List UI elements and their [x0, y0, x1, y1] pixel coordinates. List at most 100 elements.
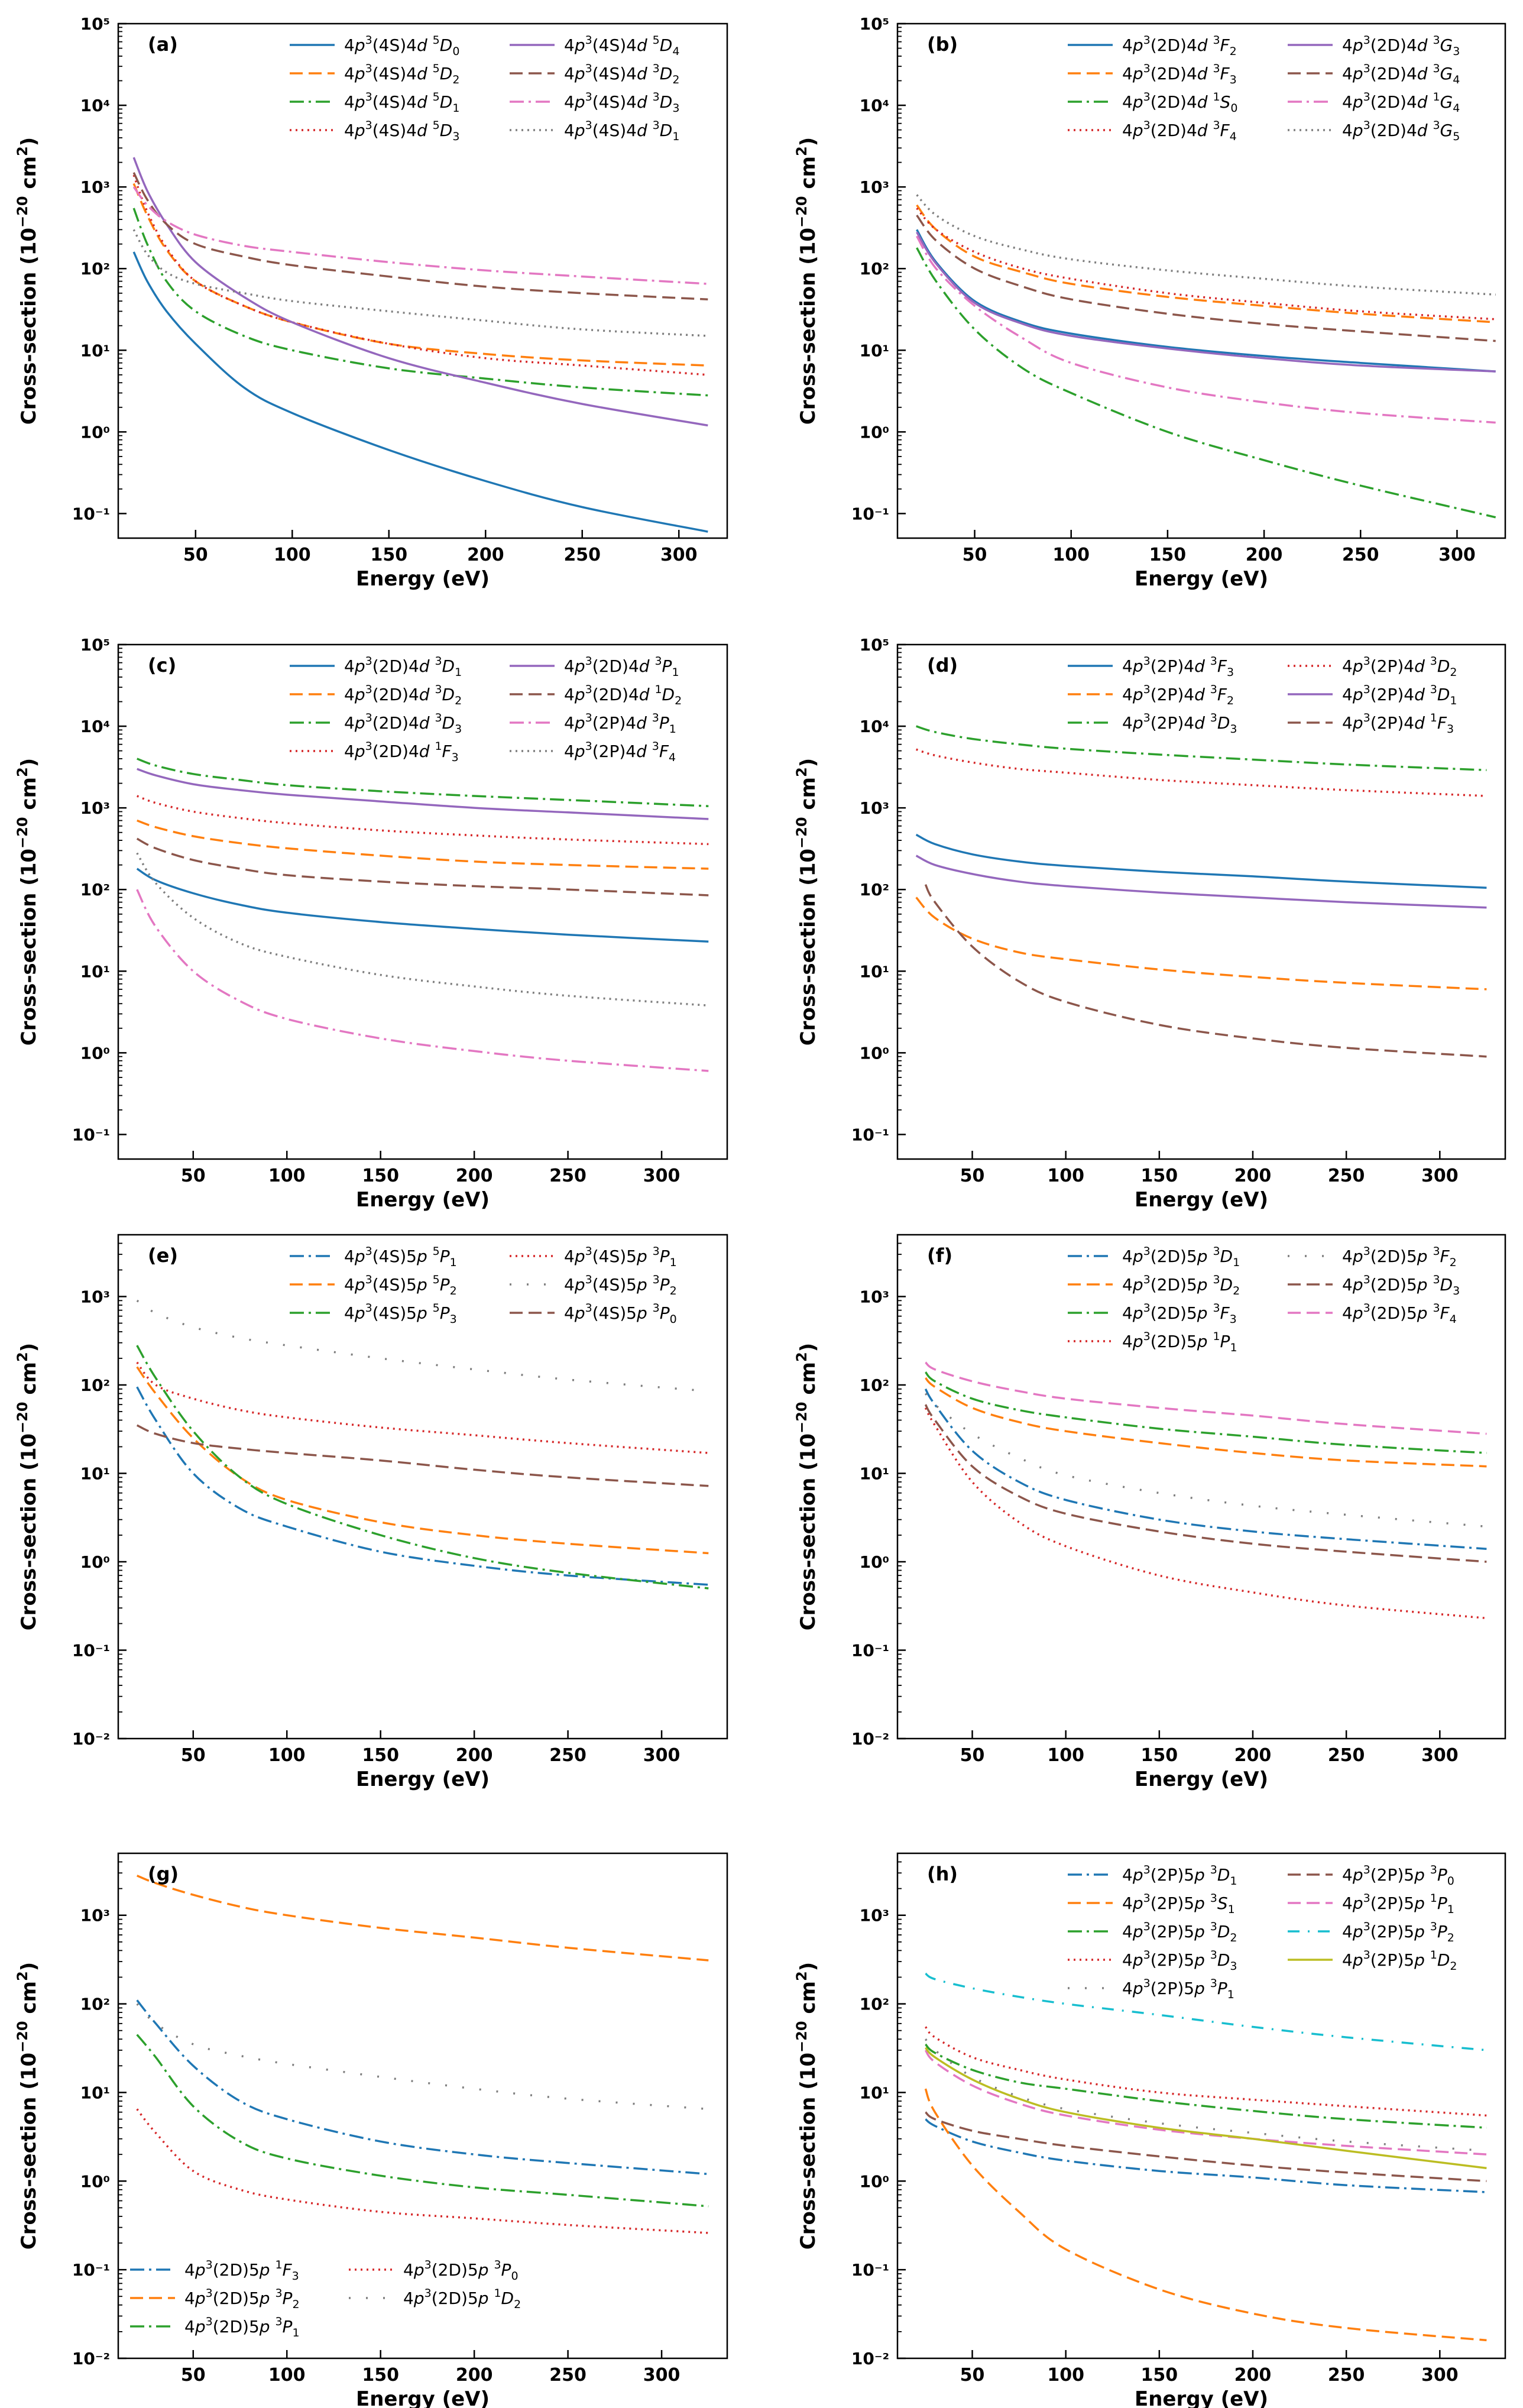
legend-label: 4p3(2D)5p 3F4	[1342, 1302, 1457, 1326]
y-tick-label: 10³	[860, 177, 889, 197]
x-tick-label: 150	[370, 545, 407, 565]
legend-item: 4p3(2D)5p 3D1	[1068, 1245, 1240, 1269]
series-line-7	[136, 889, 709, 1072]
panel-a: 50 100 150 200 250 300 10⁻¹ 10⁰ 10¹ 10² 10³ 10⁴ 10⁵ E…	[14, 14, 728, 591]
x-tick-label: 200	[1246, 545, 1283, 565]
legend-label: 4p3(2D)4d 3D3	[344, 711, 462, 736]
legend-label: 4p3(4S)4d 5D2	[344, 62, 459, 86]
x-tick-label: 200	[1234, 1745, 1272, 1766]
legend-item: 4p3(2P)4d 3D1	[1288, 683, 1457, 707]
series-line-8	[925, 1972, 1487, 2051]
x-tick-label: 200	[456, 2365, 493, 2386]
legend-item: 4p3(2P)4d 3D3	[1068, 711, 1237, 736]
legend-label: 4p3(2D)4d 1D2	[564, 683, 682, 707]
legend-label: 4p3(2D)5p 1P1	[1122, 1330, 1237, 1354]
series-line-6	[925, 2111, 1487, 2183]
y-tick-label: 10¹	[860, 2083, 889, 2102]
y-tick-label: 10²	[860, 259, 889, 279]
y-tick-label: 10⁻¹	[851, 1125, 889, 1144]
y-tick-label: 10³	[860, 1906, 889, 1925]
x-tick-label: 50	[181, 1745, 206, 1766]
legend-label: 4p3(2P)5p 3P1	[1122, 1977, 1234, 2001]
legend-label: 4p3(2D)4d 3G4	[1342, 62, 1460, 86]
x-tick-label: 250	[549, 1745, 586, 1766]
x-tick-label: 300	[1421, 1166, 1459, 1186]
y-tick-label: 10⁻²	[72, 2349, 110, 2368]
panel-label: (d)	[927, 654, 958, 677]
legend-item: 4p3(2D)5p 1F3	[130, 2258, 299, 2283]
y-tick-label: 10²	[80, 880, 110, 899]
x-axis-label: Energy (eV)	[1135, 1768, 1268, 1791]
legend-label: 4p3(2P)4d 3D2	[1342, 655, 1457, 679]
x-tick-label: 100	[1047, 2365, 1084, 2386]
x-tick-label: 300	[1421, 2365, 1459, 2386]
legend: 4p3(2D)4d 3D1 4p3(2D)4d 3D2 4p3(2D)4d 3D3 4…	[290, 655, 682, 764]
legend-item: 4p3(2P)4d 3D2	[1288, 655, 1457, 679]
x-tick-label: 250	[1328, 1745, 1365, 1766]
y-tick-label: 10⁻¹	[851, 1640, 889, 1660]
legend-label: 4p3(2D)4d 1S0	[1122, 90, 1237, 115]
series-line-2	[136, 1366, 709, 1555]
legend-item: 4p3(2P)4d 3P1	[510, 711, 676, 736]
y-tick-label: 10⁰	[860, 422, 889, 442]
series-group	[132, 157, 708, 533]
legend-label: 4p3(2D)4d 1F3	[344, 740, 459, 764]
y-tick-label: 10⁻¹	[72, 504, 110, 523]
legend-label: 4p3(2P)5p 1P1	[1342, 1892, 1454, 1916]
y-tick-label: 10⁰	[80, 1552, 110, 1572]
legend-item: 4p3(2D)5p 3F2	[1288, 1245, 1457, 1269]
legend-item: 4p3(4S)4d 5D4	[510, 34, 679, 58]
x-tick-label: 300	[1421, 1745, 1459, 1766]
series-line-1	[132, 251, 708, 533]
series-line-9	[925, 2047, 1487, 2170]
legend-item: 4p3(2P)5p 1P1	[1288, 1892, 1454, 1916]
legend-item: 4p3(4S)5p 5P2	[290, 1273, 457, 1297]
series-line-1	[924, 1388, 1487, 1550]
x-axis-label: Energy (eV)	[356, 1188, 490, 1212]
y-tick-label: 10⁻²	[851, 1729, 889, 1749]
panel-f: 50 100 150 200 250 300 10⁻² 10⁻¹ 10⁰ 10¹ 10² 10³ Ene…	[793, 1234, 1506, 1791]
legend-item: 4p3(2D)5p 3D3	[1288, 1273, 1460, 1297]
legend-label: 4p3(2D)5p 3P0	[403, 2258, 519, 2283]
series-line-6	[924, 883, 1487, 1058]
legend-item: 4p3(2D)4d 3D1	[290, 655, 462, 679]
legend-item: 4p3(4S)4d 5D1	[290, 90, 459, 115]
legend-label: 4p3(2P)5p 3P0	[1342, 1863, 1454, 1888]
legend-item: 4p3(2D)5p 3P2	[130, 2287, 300, 2311]
series-line-6	[136, 837, 709, 896]
legend-label: 4p3(4S)4d 5D3	[344, 119, 459, 143]
x-tick-label: 250	[1342, 545, 1379, 565]
y-tick-label: 10³	[80, 798, 110, 818]
legend: 4p3(2D)5p 3D1 4p3(2D)5p 3D2 4p3(2D)5p 3F3 4…	[1068, 1245, 1460, 1354]
series-line-3	[136, 1345, 709, 1590]
y-tick-label: 10³	[860, 798, 889, 818]
y-tick-label: 10²	[80, 1995, 110, 2014]
legend-item: 4p3(2D)4d 3F4	[1068, 119, 1237, 143]
series-line-6	[132, 172, 708, 300]
panel-label: (f)	[927, 1244, 952, 1267]
legend-item: 4p3(2D)5p 3F4	[1288, 1302, 1457, 1326]
series-line-6	[916, 214, 1496, 342]
legend-label: 4p3(2D)5p 3F3	[1122, 1302, 1237, 1326]
series-line-1	[916, 229, 1496, 373]
legend-item: 4p3(4S)5p 3P1	[510, 1245, 677, 1269]
panel-d: 50 100 150 200 250 300 10⁻¹ 10⁰ 10¹ 10² 10³ 10⁴ 10⁵ E…	[793, 635, 1506, 1212]
x-tick-label: 300	[643, 1745, 681, 1766]
y-tick-label: 10⁻¹	[851, 504, 889, 523]
legend-label: 4p3(2D)4d 3F3	[1122, 62, 1237, 86]
legend-item: 4p3(2D)5p 3F3	[1068, 1302, 1237, 1326]
series-line-1	[136, 1386, 709, 1586]
y-tick-label: 10⁴	[860, 717, 889, 736]
legend-item: 4p3(2D)5p 3P0	[349, 2258, 519, 2283]
series-line-2	[915, 896, 1487, 991]
legend-item: 4p3(2D)4d 3F3	[1068, 62, 1237, 86]
x-tick-label: 300	[1438, 545, 1476, 565]
y-axis-label: Cross-section (10−20 cm2)	[14, 1962, 41, 2250]
legend-label: 4p3(2D)4d 3D1	[344, 655, 462, 679]
x-tick-label: 250	[563, 545, 601, 565]
x-axis-label: Energy (eV)	[1135, 567, 1268, 591]
legend-label: 4p3(2P)5p 3P2	[1342, 1920, 1454, 1944]
legend-label: 4p3(4S)4d 3D3	[564, 90, 679, 115]
series-group	[136, 1875, 709, 2234]
series-line-1	[915, 833, 1487, 889]
